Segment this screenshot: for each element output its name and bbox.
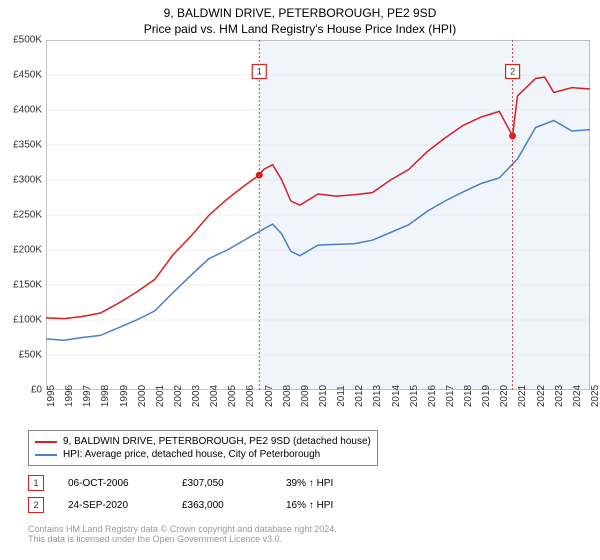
y-tick-label: £50K <box>19 350 42 361</box>
x-tick-label: 2016 <box>427 385 438 407</box>
sale-marker: 1 <box>28 475 44 491</box>
x-tick-label: 2022 <box>536 385 547 407</box>
marker-label-1: 1 <box>257 67 262 77</box>
sale-price: £307,050 <box>182 478 262 489</box>
x-tick-label: 2008 <box>282 385 293 407</box>
chart-title: 9, BALDWIN DRIVE, PETERBOROUGH, PE2 9SD <box>0 0 600 20</box>
chart-container: 9, BALDWIN DRIVE, PETERBOROUGH, PE2 9SD … <box>0 0 600 560</box>
x-tick-label: 2020 <box>499 385 510 407</box>
x-tick-label: 2002 <box>173 385 184 407</box>
x-tick-label: 2019 <box>481 385 492 407</box>
x-tick-label: 1997 <box>82 385 93 407</box>
y-tick-label: £0 <box>31 385 42 396</box>
x-tick-label: 2004 <box>209 385 220 407</box>
sale-delta: 16% ↑ HPI <box>286 500 333 511</box>
plot-area: £0£50K£100K£150K£200K£250K£300K£350K£400… <box>46 40 590 390</box>
legend-row: HPI: Average price, detached house, City… <box>35 448 371 461</box>
footer-line-2: This data is licensed under the Open Gov… <box>28 534 590 544</box>
marker-dot-1 <box>256 172 263 179</box>
legend-swatch <box>35 441 57 443</box>
y-tick-label: £250K <box>13 210 42 221</box>
sale-date: 06-OCT-2006 <box>68 478 158 489</box>
x-tick-label: 2021 <box>517 385 528 407</box>
x-tick-label: 2001 <box>155 385 166 407</box>
x-tick-label: 2023 <box>554 385 565 407</box>
y-tick-label: £150K <box>13 280 42 291</box>
x-tick-label: 2010 <box>318 385 329 407</box>
x-tick-label: 2012 <box>354 385 365 407</box>
y-tick-label: £400K <box>13 105 42 116</box>
y-axis: £0£50K£100K£150K£200K£250K£300K£350K£400… <box>4 40 44 390</box>
x-tick-label: 2025 <box>590 385 600 407</box>
x-tick-label: 1996 <box>64 385 75 407</box>
legend-label: HPI: Average price, detached house, City… <box>63 449 320 460</box>
x-tick-label: 1995 <box>46 385 57 407</box>
marker-label-2: 2 <box>510 67 515 77</box>
x-tick-label: 2024 <box>572 385 583 407</box>
x-tick-label: 2006 <box>245 385 256 407</box>
chart-subtitle: Price paid vs. HM Land Registry's House … <box>0 20 600 40</box>
legend-label: 9, BALDWIN DRIVE, PETERBOROUGH, PE2 9SD … <box>63 436 371 447</box>
legend-swatch <box>35 454 57 456</box>
sale-row: 1 06-OCT-2006 £307,050 39% ↑ HPI <box>28 472 590 494</box>
marker-dot-2 <box>509 132 516 139</box>
x-tick-label: 2003 <box>191 385 202 407</box>
x-tick-label: 2011 <box>336 385 347 407</box>
sale-delta: 39% ↑ HPI <box>286 478 333 489</box>
y-tick-label: £350K <box>13 140 42 151</box>
sale-price: £363,000 <box>182 500 262 511</box>
sale-date: 24-SEP-2020 <box>68 500 158 511</box>
x-axis: 1995199619971998199920002001200220032004… <box>46 392 590 422</box>
x-tick-label: 2015 <box>409 385 420 407</box>
x-tick-label: 2018 <box>463 385 474 407</box>
x-tick-label: 2007 <box>264 385 275 407</box>
y-tick-label: £500K <box>13 35 42 46</box>
footer-line-1: Contains HM Land Registry data © Crown c… <box>28 524 590 534</box>
x-tick-label: 2013 <box>372 385 383 407</box>
footer-attribution: Contains HM Land Registry data © Crown c… <box>28 524 590 544</box>
x-tick-label: 2009 <box>300 385 311 407</box>
x-tick-label: 2000 <box>137 385 148 407</box>
y-tick-label: £300K <box>13 175 42 186</box>
x-tick-label: 2017 <box>445 385 456 407</box>
y-tick-label: £200K <box>13 245 42 256</box>
y-tick-label: £450K <box>13 70 42 81</box>
legend-row: 9, BALDWIN DRIVE, PETERBOROUGH, PE2 9SD … <box>35 435 371 448</box>
sales-table: 1 06-OCT-2006 £307,050 39% ↑ HPI 2 24-SE… <box>28 472 590 516</box>
x-tick-label: 2005 <box>227 385 238 407</box>
y-tick-label: £100K <box>13 315 42 326</box>
legend: 9, BALDWIN DRIVE, PETERBOROUGH, PE2 9SD … <box>28 430 378 466</box>
x-tick-label: 2014 <box>391 385 402 407</box>
x-tick-label: 1998 <box>100 385 111 407</box>
sale-row: 2 24-SEP-2020 £363,000 16% ↑ HPI <box>28 494 590 516</box>
chart-svg: 12 <box>46 40 590 390</box>
sale-marker: 2 <box>28 497 44 513</box>
x-tick-label: 1999 <box>119 385 130 407</box>
